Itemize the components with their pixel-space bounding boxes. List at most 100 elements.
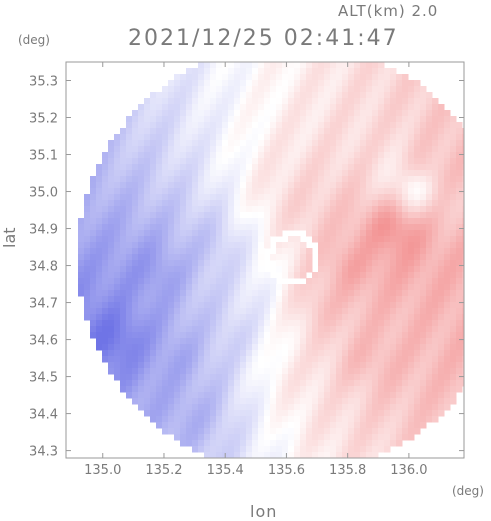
heatmap-cell bbox=[162, 242, 169, 249]
heatmap-cell bbox=[258, 410, 265, 417]
heatmap-cell bbox=[318, 326, 325, 333]
heatmap-cell bbox=[426, 392, 433, 399]
heatmap-cell bbox=[372, 434, 379, 441]
heatmap-cell bbox=[126, 344, 133, 351]
heatmap-cell bbox=[252, 278, 259, 285]
heatmap-cell bbox=[324, 320, 331, 327]
heatmap-cell bbox=[234, 62, 241, 69]
heatmap-cell bbox=[198, 272, 205, 279]
x-tick-label: 135.4 bbox=[207, 463, 244, 478]
heatmap-cell bbox=[396, 374, 403, 381]
heatmap-cell bbox=[126, 368, 133, 375]
heatmap-cell bbox=[240, 326, 247, 333]
heatmap-cell bbox=[378, 416, 385, 423]
heatmap-cell bbox=[330, 146, 337, 153]
heatmap-cell bbox=[384, 272, 391, 279]
heatmap-cell bbox=[366, 236, 373, 243]
heatmap-cell bbox=[132, 146, 139, 153]
heatmap-cell bbox=[336, 446, 343, 453]
heatmap-cell bbox=[366, 248, 373, 255]
heatmap-cell bbox=[330, 356, 337, 363]
heatmap-cell bbox=[324, 164, 331, 171]
heatmap-cell bbox=[378, 188, 385, 195]
heatmap-cell bbox=[228, 422, 235, 429]
heatmap-cell bbox=[186, 200, 193, 207]
heatmap-cell bbox=[360, 302, 367, 309]
heatmap-cell bbox=[360, 116, 367, 123]
heatmap-cell bbox=[408, 434, 415, 441]
heatmap-cell bbox=[150, 356, 157, 363]
heatmap-cell bbox=[180, 284, 187, 291]
heatmap-cell bbox=[264, 86, 271, 93]
heatmap-cell bbox=[318, 440, 325, 447]
heatmap-cell bbox=[276, 260, 283, 267]
heatmap-cell bbox=[426, 284, 433, 291]
heatmap-cell bbox=[102, 296, 109, 303]
heatmap-cell bbox=[456, 260, 463, 267]
heatmap-cell bbox=[402, 428, 409, 435]
heatmap-cell bbox=[228, 284, 235, 291]
heatmap-cell bbox=[426, 152, 433, 159]
heatmap-cell bbox=[294, 410, 301, 417]
heatmap-cell bbox=[216, 260, 223, 267]
heatmap-cell bbox=[210, 290, 217, 297]
heatmap-cell bbox=[432, 254, 439, 261]
heatmap-cell bbox=[378, 284, 385, 291]
heatmap-cell bbox=[216, 146, 223, 153]
heatmap-cell bbox=[180, 296, 187, 303]
heatmap-cell bbox=[414, 194, 421, 201]
heatmap-cell bbox=[420, 332, 427, 339]
heatmap-cell bbox=[384, 194, 391, 201]
heatmap-cell bbox=[396, 428, 403, 435]
heatmap-cell bbox=[390, 170, 397, 177]
heatmap-cell bbox=[246, 296, 253, 303]
heatmap-cell bbox=[354, 266, 361, 273]
heatmap-cell bbox=[192, 194, 199, 201]
heatmap-cell bbox=[144, 116, 151, 123]
heatmap-cell bbox=[144, 356, 151, 363]
heatmap-cell bbox=[186, 206, 193, 213]
heatmap-cell bbox=[216, 338, 223, 345]
heatmap-cell bbox=[228, 368, 235, 375]
heatmap-cell bbox=[198, 80, 205, 87]
heatmap-cell bbox=[282, 254, 289, 261]
heatmap-cell bbox=[306, 332, 313, 339]
heatmap-cell bbox=[228, 254, 235, 261]
heatmap-cell bbox=[270, 440, 277, 447]
heatmap-cell bbox=[240, 242, 247, 249]
heatmap-cell bbox=[282, 344, 289, 351]
heatmap-cell bbox=[204, 368, 211, 375]
heatmap-cell bbox=[438, 134, 445, 141]
heatmap-cell bbox=[264, 206, 271, 213]
heatmap-cell bbox=[246, 68, 253, 75]
heatmap-cell bbox=[186, 410, 193, 417]
heatmap-cell bbox=[348, 452, 355, 458]
heatmap-cell bbox=[366, 290, 373, 297]
heatmap-cell bbox=[168, 284, 175, 291]
heatmap-cell bbox=[420, 104, 427, 111]
heatmap-cell bbox=[126, 248, 133, 255]
heatmap-cell bbox=[150, 314, 157, 321]
heatmap-cell bbox=[252, 212, 259, 219]
heatmap-cell bbox=[312, 128, 319, 135]
heatmap-cell bbox=[180, 236, 187, 243]
heatmap-cell bbox=[396, 416, 403, 423]
heatmap-cell bbox=[384, 284, 391, 291]
heatmap-cell bbox=[318, 68, 325, 75]
heatmap-cell bbox=[252, 224, 259, 231]
heatmap-cell bbox=[198, 398, 205, 405]
heatmap-cell bbox=[246, 260, 253, 267]
heatmap-cell bbox=[330, 128, 337, 135]
heatmap-cell bbox=[192, 290, 199, 297]
heatmap-cell bbox=[276, 404, 283, 411]
heatmap-cell bbox=[378, 290, 385, 297]
heatmap-cell bbox=[210, 68, 217, 75]
heatmap-cell bbox=[258, 440, 265, 447]
heatmap-cell bbox=[426, 248, 433, 255]
heatmap-cell bbox=[108, 356, 115, 363]
heatmap-cell bbox=[462, 140, 464, 147]
heatmap-cell bbox=[156, 326, 163, 333]
heatmap-cell bbox=[198, 134, 205, 141]
heatmap-cell bbox=[390, 284, 397, 291]
heatmap-cell bbox=[456, 350, 463, 357]
